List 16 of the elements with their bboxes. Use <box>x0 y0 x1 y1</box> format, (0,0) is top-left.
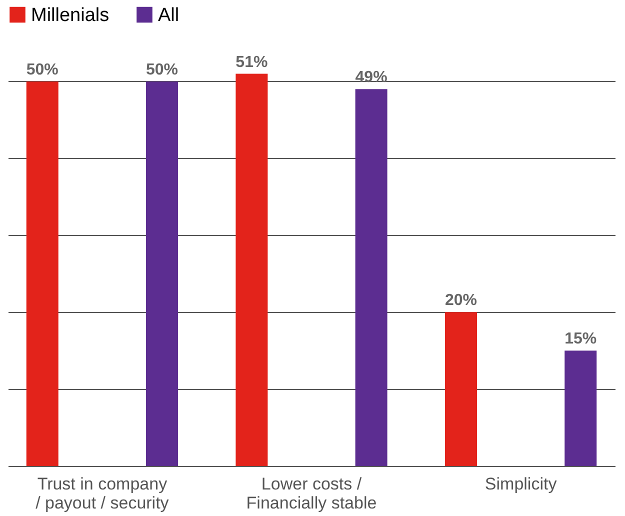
data-label: 20% <box>444 292 478 310</box>
bar <box>26 81 58 466</box>
bar <box>146 81 178 466</box>
bar <box>445 312 478 466</box>
bar <box>236 74 268 466</box>
bar <box>564 350 597 466</box>
legend-label: Millenials <box>31 4 110 26</box>
data-label: 15% <box>564 330 597 348</box>
data-label: 50% <box>146 61 178 78</box>
data-label: 50% <box>26 61 58 78</box>
x-tick-label: Lower costs / Financially stable <box>246 474 377 512</box>
data-label: 51% <box>236 54 268 71</box>
bar <box>355 89 388 466</box>
x-tick-label: Trust in company / payout / security <box>36 474 170 512</box>
x-tick-label: Simplicity <box>484 474 558 494</box>
legend-label: All <box>158 4 180 26</box>
